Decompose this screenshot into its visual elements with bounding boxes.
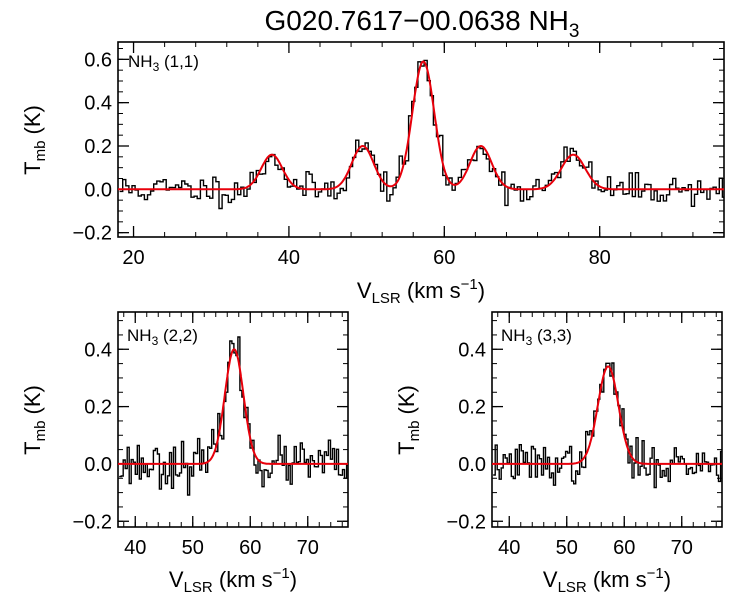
y-tick-labels: −0.2 0.0 0.2 0.4 [447, 339, 486, 533]
x-axis-label: VLSR (km s−1) [543, 565, 671, 596]
plot-frame [117, 41, 725, 238]
panel-label: NH3 (3,3) [501, 326, 572, 348]
y-tick-label: 0.0 [458, 454, 486, 476]
y-tick-label: 0.4 [84, 93, 112, 115]
x-tick-label: 40 [278, 247, 300, 269]
y-tick-labels: −0.2 0.0 0.2 0.4 0.6 [73, 49, 112, 244]
spectrum-data-line [119, 59, 724, 210]
y-tick-label: −0.2 [73, 223, 112, 245]
y-axis-label: Tmb (K) [20, 385, 49, 455]
x-tick-label: 40 [124, 537, 146, 559]
panel-nh3-11: NH3 (1,1) 20 40 60 80 −0.2 0.0 0.2 0.4 0.6 VLSR… [20, 41, 725, 307]
y-axis-label: Tmb (K) [20, 105, 49, 175]
panel-nh3-22: NH3 (2,2) 40 50 60 70 −0.2 0.0 0.2 0.4 VLSR (k… [20, 311, 349, 596]
x-tick-label: 70 [671, 537, 693, 559]
x-tick-label: 70 [297, 537, 319, 559]
panel-label: NH3 (2,2) [127, 326, 198, 348]
x-tick-label: 60 [433, 247, 455, 269]
panel-nh3-33: NH3 (3,3) 40 50 60 70 −0.2 0.0 0.2 0.4 VLSR (k… [394, 311, 723, 596]
y-tick-label: 0.0 [84, 454, 112, 476]
spectrum-fit-line [492, 365, 722, 465]
figure-title: G020.7617−00.0638 NH3 [265, 5, 580, 42]
y-tick-label: 0.6 [84, 49, 112, 71]
x-tick-label: 60 [239, 537, 261, 559]
plot-frame [491, 311, 723, 528]
x-tick-label: 60 [613, 537, 635, 559]
y-tick-label: 0.2 [84, 136, 112, 158]
panel-label: NH3 (1,1) [128, 52, 199, 74]
x-tick-labels: 20 40 60 80 [122, 247, 610, 269]
x-tick-label: 20 [122, 247, 144, 269]
y-tick-label: 0.4 [84, 339, 112, 361]
spectrum-data-line [119, 336, 348, 496]
x-tick-label: 50 [182, 537, 204, 559]
y-tick-label: 0.4 [458, 339, 486, 361]
x-tick-labels: 40 50 60 70 [124, 537, 319, 559]
y-tick-label: −0.2 [73, 511, 112, 533]
x-tick-label: 50 [556, 537, 578, 559]
x-axis-label: VLSR (km s−1) [357, 276, 485, 307]
y-axis-label: Tmb (K) [394, 385, 423, 455]
plot-frame [117, 311, 349, 528]
x-tick-labels: 40 50 60 70 [498, 537, 693, 559]
spectrum-fit-line [118, 60, 724, 191]
y-tick-label: 0.2 [84, 397, 112, 419]
axis-ticks [118, 312, 348, 527]
x-axis-label: VLSR (km s−1) [169, 565, 297, 596]
x-tick-label: 40 [498, 537, 520, 559]
axis-ticks [118, 42, 725, 237]
x-tick-label: 80 [589, 247, 611, 269]
spectrum-fit-line [118, 348, 348, 465]
y-tick-labels: −0.2 0.0 0.2 0.4 [73, 339, 112, 533]
y-tick-label: −0.2 [447, 511, 486, 533]
spectrum-data-line [493, 362, 722, 489]
y-tick-label: 0.2 [458, 397, 486, 419]
y-tick-label: 0.0 [84, 179, 112, 201]
